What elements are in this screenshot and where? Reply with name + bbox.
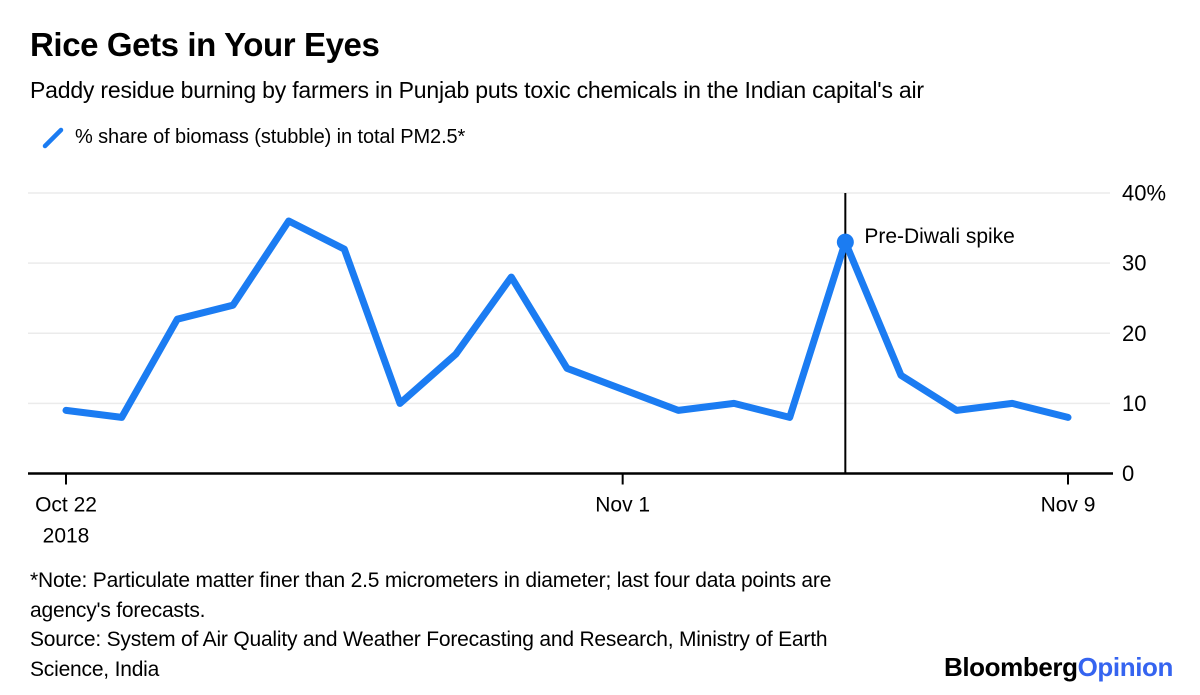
data-line bbox=[62, 217, 1072, 421]
legend-label: % share of biomass (stubble) in total PM… bbox=[75, 126, 466, 148]
annotation-dot bbox=[836, 233, 854, 251]
x-axis-tick-label: Nov 9 bbox=[1041, 494, 1096, 517]
y-axis-tick-label: 0 bbox=[1122, 461, 1134, 486]
source-line: Science, India bbox=[30, 657, 160, 681]
y-axis-tick-label: 10 bbox=[1122, 391, 1146, 416]
source-line: Source: System of Air Quality and Weathe… bbox=[30, 628, 828, 651]
annotation-label: Pre-Diwali spike bbox=[864, 225, 1015, 248]
logo-opinion: Opinion bbox=[1077, 652, 1174, 682]
page-title: Rice Gets in Your Eyes bbox=[30, 26, 380, 63]
chart-notes: *Note: Particulate matter finer than 2.5… bbox=[30, 566, 831, 684]
y-axis-tick-label: 30 bbox=[1122, 251, 1146, 276]
y-axis-tick-label: 20 bbox=[1122, 321, 1146, 346]
x-axis-year-label: 2018 bbox=[43, 525, 90, 548]
line-chart: 40% 30 20 10 0 Oct 22 2018 Nov 1 Nov 9 Pre-Diwali… bbox=[28, 181, 1166, 548]
logo-bloomberg: Bloomberg bbox=[943, 652, 1078, 682]
footnote-line: *Note: Particulate matter finer than 2.5… bbox=[30, 569, 832, 592]
x-axis-tick-label: Oct 22 bbox=[35, 494, 97, 517]
legend-line-icon bbox=[42, 127, 64, 148]
bloomberg-opinion-logo: BloombergOpinion bbox=[944, 652, 1173, 683]
legend: % share of biomass (stubble) in total PM… bbox=[42, 126, 465, 149]
x-axis-tick-label: Nov 1 bbox=[595, 494, 650, 517]
page-subtitle: Paddy residue burning by farmers in Punj… bbox=[30, 77, 924, 103]
y-axis-tick-label: 40% bbox=[1122, 181, 1166, 206]
footnote-line: agency's forecasts. bbox=[30, 598, 206, 622]
